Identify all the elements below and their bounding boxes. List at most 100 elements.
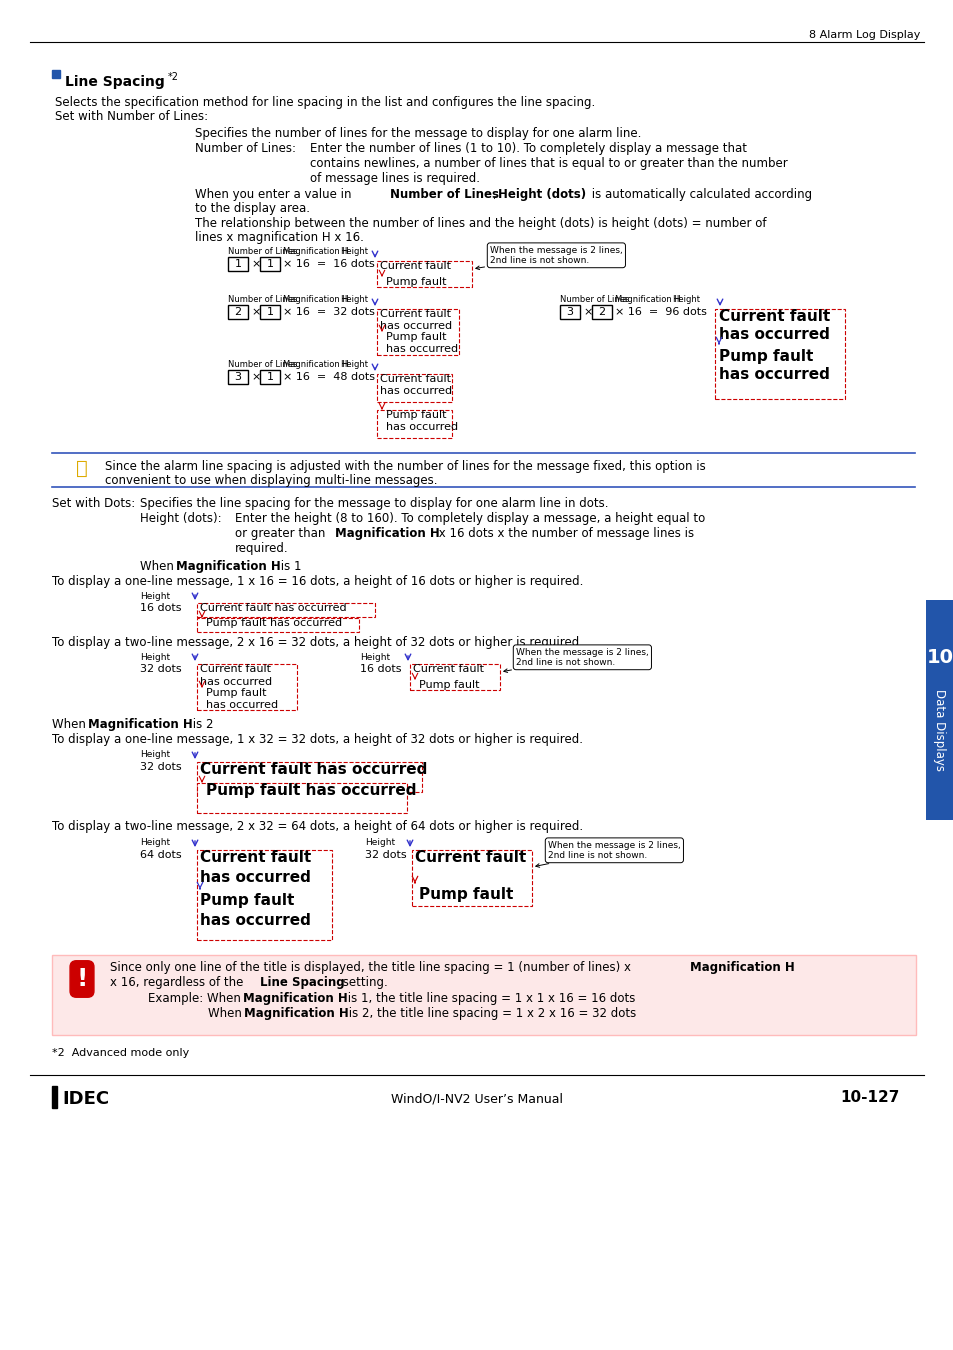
Text: IDEC: IDEC [62, 1089, 109, 1108]
Text: Height: Height [359, 653, 390, 662]
FancyBboxPatch shape [196, 618, 358, 632]
Text: Magnification H: Magnification H [88, 718, 193, 730]
Text: Line Spacing: Line Spacing [260, 976, 344, 990]
Text: is 2: is 2 [189, 718, 213, 730]
Text: Height: Height [140, 751, 170, 759]
Text: Selects the specification method for line spacing in the list and configures the: Selects the specification method for lin… [55, 96, 595, 109]
Text: Height (dots): Height (dots) [497, 188, 585, 201]
Text: Current fault has occurred: Current fault has occurred [200, 761, 427, 778]
FancyBboxPatch shape [376, 374, 452, 402]
Text: of message lines is required.: of message lines is required. [310, 171, 479, 185]
Text: Current fault: Current fault [413, 664, 483, 674]
Text: 1: 1 [234, 259, 241, 269]
FancyBboxPatch shape [260, 370, 280, 383]
Text: ×: × [251, 259, 260, 269]
Text: × 16  =  16 dots: × 16 = 16 dots [283, 259, 375, 269]
Text: To display a two-line message, 2 x 32 = 64 dots, a height of 64 dots or higher i: To display a two-line message, 2 x 32 = … [52, 819, 582, 833]
Text: Pump fault: Pump fault [386, 410, 446, 420]
Text: Magnification H: Magnification H [335, 526, 439, 540]
Text: To display a one-line message, 1 x 32 = 32 dots, a height of 32 dots or higher i: To display a one-line message, 1 x 32 = … [52, 733, 582, 747]
Text: Pump fault: Pump fault [200, 892, 294, 909]
Text: Height: Height [339, 296, 368, 304]
Text: Magnification H: Magnification H [615, 296, 680, 304]
Text: When the message is 2 lines,
2nd line is not shown.: When the message is 2 lines, 2nd line is… [503, 648, 648, 672]
FancyBboxPatch shape [196, 603, 375, 617]
Text: Since the alarm line spacing is adjusted with the number of lines for the messag: Since the alarm line spacing is adjusted… [105, 460, 705, 472]
Text: × 16  =  48 dots: × 16 = 48 dots [283, 373, 375, 382]
Text: Magnification H: Magnification H [283, 247, 349, 256]
Text: Number of Lines: Number of Lines [228, 296, 297, 304]
Text: When: When [52, 718, 90, 730]
Text: 8 Alarm Log Display: 8 Alarm Log Display [808, 30, 919, 40]
Text: Set with Dots:: Set with Dots: [52, 497, 135, 510]
Text: Current fault: Current fault [200, 850, 311, 865]
Text: Pump fault: Pump fault [206, 688, 266, 698]
Text: 16 dots: 16 dots [140, 603, 181, 613]
Text: To display a one-line message, 1 x 16 = 16 dots, a height of 16 dots or higher i: To display a one-line message, 1 x 16 = … [52, 575, 583, 589]
FancyBboxPatch shape [559, 305, 579, 319]
Text: When the message is 2 lines,
2nd line is not shown.: When the message is 2 lines, 2nd line is… [536, 841, 680, 867]
Text: Enter the number of lines (1 to 10). To completely display a message that: Enter the number of lines (1 to 10). To … [310, 142, 746, 155]
FancyBboxPatch shape [196, 783, 407, 813]
FancyBboxPatch shape [228, 305, 248, 319]
Text: 3: 3 [234, 373, 241, 382]
Text: Number of Lines: Number of Lines [228, 247, 297, 256]
Text: 64 dots: 64 dots [140, 850, 181, 860]
Text: Height: Height [140, 593, 170, 601]
Text: The relationship between the number of lines and the height (dots) is height (do: The relationship between the number of l… [194, 217, 765, 230]
Text: × 16  =  96 dots: × 16 = 96 dots [615, 306, 706, 317]
Text: is 2, the title line spacing = 1 x 2 x 16 = 32 dots: is 2, the title line spacing = 1 x 2 x 1… [345, 1007, 636, 1021]
Text: Magnification H: Magnification H [244, 1007, 349, 1021]
Text: When you enter a value in: When you enter a value in [194, 188, 355, 201]
Text: 2: 2 [234, 306, 241, 317]
Text: When: When [140, 560, 177, 572]
Text: has occurred: has occurred [200, 869, 311, 886]
Text: ,: , [493, 188, 500, 201]
Text: Number of Lines: Number of Lines [559, 296, 629, 304]
Text: has occurred: has occurred [386, 344, 457, 354]
Text: Height: Height [140, 838, 170, 846]
Text: Current fault: Current fault [415, 850, 526, 865]
Text: Pump fault has occurred: Pump fault has occurred [206, 783, 416, 798]
Text: Current fault: Current fault [719, 309, 829, 324]
Text: Pump fault: Pump fault [418, 680, 479, 690]
Text: Height: Height [339, 360, 368, 369]
Bar [52, 70, 60, 78]
Text: x 16 dots x the number of message lines is: x 16 dots x the number of message lines … [435, 526, 694, 540]
FancyBboxPatch shape [376, 261, 472, 288]
Text: Magnification H: Magnification H [283, 296, 349, 304]
FancyBboxPatch shape [52, 954, 915, 1035]
FancyBboxPatch shape [260, 305, 280, 319]
Text: To display a two-line message, 2 x 16 = 32 dots, a height of 32 dots or higher i: To display a two-line message, 2 x 16 = … [52, 636, 582, 649]
FancyBboxPatch shape [260, 256, 280, 271]
Text: Number of Lines:: Number of Lines: [194, 142, 295, 155]
Text: 2: 2 [598, 306, 605, 317]
Text: has occurred: has occurred [719, 327, 829, 342]
FancyBboxPatch shape [925, 599, 953, 819]
FancyBboxPatch shape [412, 850, 532, 906]
Text: Height: Height [671, 296, 700, 304]
Text: 💡: 💡 [76, 459, 88, 478]
Text: × 16  =  32 dots: × 16 = 32 dots [283, 306, 375, 317]
Text: has occurred: has occurred [206, 701, 278, 710]
Text: 10-127: 10-127 [840, 1089, 899, 1106]
Text: Height: Height [365, 838, 395, 846]
Text: *2  Advanced mode only: *2 Advanced mode only [52, 1048, 189, 1058]
Text: 10: 10 [925, 648, 952, 667]
Text: Magnification H: Magnification H [283, 360, 349, 369]
Text: is automatically calculated according: is automatically calculated according [587, 188, 811, 201]
Text: 1: 1 [266, 259, 274, 269]
Bar [52, 1085, 57, 1108]
Text: Height (dots):: Height (dots): [140, 512, 221, 525]
Text: Height: Height [339, 247, 368, 256]
Text: When: When [208, 1007, 245, 1021]
FancyBboxPatch shape [196, 664, 296, 710]
Text: ×: × [251, 306, 260, 317]
Text: has occurred: has occurred [386, 423, 457, 432]
Text: lines x magnification H x 16.: lines x magnification H x 16. [194, 231, 363, 244]
Text: to the display area.: to the display area. [194, 202, 310, 215]
Text: 32 dots: 32 dots [140, 664, 181, 674]
Text: 1: 1 [266, 306, 274, 317]
FancyBboxPatch shape [228, 256, 248, 271]
Text: Number of Lines: Number of Lines [228, 360, 297, 369]
